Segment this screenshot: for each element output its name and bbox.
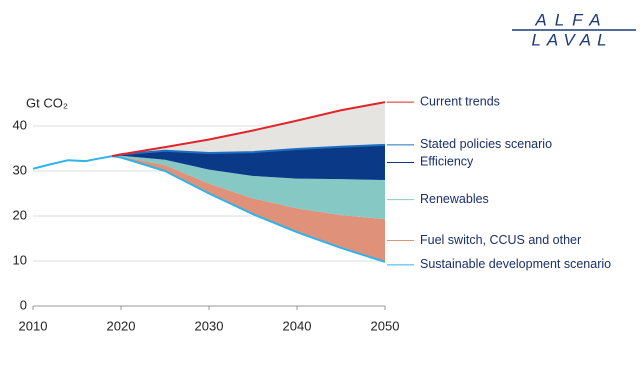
- x-tick-label: 2010: [19, 318, 48, 333]
- series-label: Sustainable development scenario: [420, 257, 611, 271]
- band-area: [112, 155, 385, 220]
- series-line: [111, 101, 386, 158]
- y-axis-label: Gt CO₂: [26, 95, 68, 110]
- series-label: Renewables: [420, 192, 489, 206]
- series-label: Fuel switch, CCUS and other: [420, 233, 581, 247]
- x-tick-label: 2040: [283, 318, 312, 333]
- y-tick-label: 10: [13, 252, 27, 267]
- y-tick-label: 40: [13, 117, 27, 132]
- band-area: [112, 144, 385, 180]
- series-line: [32, 155, 386, 263]
- y-tick-label: 30: [13, 162, 27, 177]
- logo: ALFA LAVAL: [512, 10, 636, 49]
- logo-top: ALFA: [534, 10, 608, 29]
- y-tick-label: 0: [20, 297, 27, 312]
- series-label: Current trends: [420, 94, 500, 108]
- x-tick-label: 2050: [371, 318, 400, 333]
- logo-bottom: LAVAL: [531, 30, 612, 49]
- x-tick-label: 2020: [107, 318, 136, 333]
- series-label: Efficiency: [420, 155, 474, 169]
- y-tick-label: 20: [13, 207, 27, 222]
- x-tick-label: 2030: [195, 318, 224, 333]
- series-label: Stated policies scenario: [420, 137, 552, 151]
- series-area: [112, 102, 385, 157]
- band-area: [112, 156, 385, 262]
